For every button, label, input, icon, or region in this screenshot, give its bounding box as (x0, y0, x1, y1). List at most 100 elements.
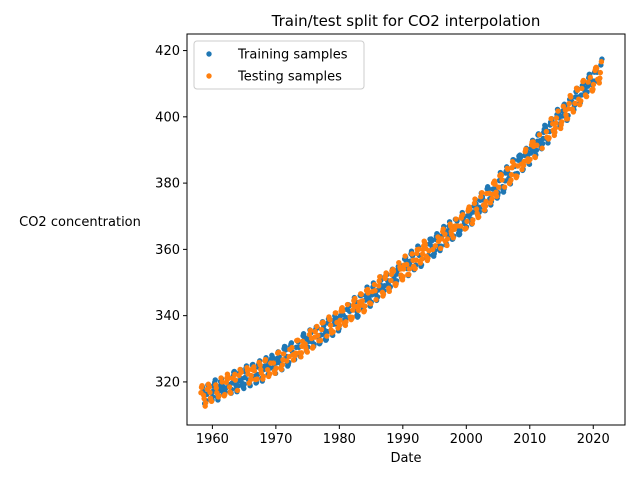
testing-point (227, 390, 234, 396)
testing-point (199, 382, 205, 389)
legend-marker-testing (206, 73, 212, 79)
training-point (282, 347, 289, 353)
testing-point (447, 223, 454, 229)
testing-point (534, 142, 540, 148)
testing-point (350, 307, 356, 313)
training-point (241, 381, 248, 387)
testing-point (248, 372, 254, 379)
testing-point (548, 116, 554, 122)
training-point (457, 227, 463, 233)
testing-point (337, 317, 343, 324)
testing-point (219, 379, 225, 385)
testing-point (317, 337, 324, 344)
testing-point (530, 139, 536, 145)
x-tick-label: 2000 (450, 432, 483, 447)
testing-point (222, 391, 228, 398)
testing-point (574, 87, 581, 93)
testing-point (583, 93, 590, 100)
testing-point (493, 189, 499, 195)
legend-marker-training (206, 51, 212, 57)
testing-point (295, 337, 301, 343)
testing-point (481, 207, 488, 213)
testing-point (597, 75, 603, 81)
legend-box (193, 40, 365, 90)
testing-point (344, 301, 351, 308)
testing-point (552, 125, 559, 131)
testing-point (312, 328, 318, 335)
testing-point (450, 235, 456, 241)
testing-point (330, 329, 336, 335)
y-tick-label: 320 (155, 375, 180, 390)
testing-point (560, 103, 567, 109)
testing-point (371, 281, 378, 288)
testing-point (416, 246, 422, 252)
testing-point (417, 260, 424, 266)
testing-point (442, 231, 448, 237)
training-samples-series (199, 56, 605, 407)
testing-point (377, 274, 383, 280)
training-point (533, 147, 540, 154)
training-point (539, 140, 546, 147)
testing-point (358, 291, 364, 298)
testing-point (278, 366, 285, 372)
testing-point (536, 132, 543, 138)
testing-point (596, 80, 602, 86)
y-axis: 320 340 360 380 400 420 (155, 44, 187, 390)
testing-point (479, 190, 485, 196)
testing-point (472, 196, 478, 202)
testing-point (508, 177, 514, 183)
testing-point (419, 256, 425, 262)
testing-point (498, 172, 505, 178)
testing-point (409, 251, 415, 257)
testing-point (206, 384, 213, 390)
y-tick-label: 340 (155, 309, 180, 324)
testing-point (352, 295, 358, 302)
legend-label-training: Training samples (237, 48, 348, 63)
testing-point (590, 81, 597, 88)
testing-point (493, 193, 500, 200)
testing-point (559, 119, 565, 125)
x-tick-label: 2010 (513, 432, 546, 447)
testing-point (505, 166, 511, 172)
testing-point (473, 206, 480, 212)
testing-point (247, 376, 254, 383)
testing-point (310, 344, 316, 350)
testing-point (279, 362, 286, 368)
testing-point (463, 225, 469, 231)
x-tick-label: 1980 (323, 432, 356, 447)
testing-point (475, 214, 482, 220)
testing-point (262, 356, 269, 363)
testing-point (444, 242, 450, 249)
testing-point (546, 135, 552, 141)
testing-point (393, 281, 399, 287)
y-tick-label: 420 (155, 44, 180, 59)
testing-point (412, 265, 418, 272)
testing-point (289, 344, 295, 351)
testing-point (580, 77, 587, 84)
testing-point (568, 94, 574, 100)
testing-point (523, 146, 529, 152)
testing-point (336, 322, 343, 328)
training-point (288, 340, 295, 346)
testing-point (460, 211, 466, 218)
testing-point (564, 116, 571, 122)
testing-point (276, 349, 282, 355)
testing-point (527, 156, 533, 163)
testing-point (359, 298, 366, 304)
testing-point (553, 115, 560, 121)
testing-point (453, 216, 459, 222)
testing-point (226, 384, 233, 390)
testing-point (543, 128, 550, 135)
testing-point (380, 291, 387, 297)
testing-point (597, 69, 604, 76)
testing-point (458, 223, 464, 229)
testing-point (270, 360, 277, 366)
testing-point (388, 277, 394, 284)
training-point (212, 377, 218, 383)
y-tick-label: 380 (155, 177, 180, 192)
testing-point (368, 301, 374, 307)
testing-point (315, 332, 321, 339)
testing-point (280, 351, 287, 357)
testing-point (207, 389, 213, 396)
testing-point (579, 85, 585, 92)
